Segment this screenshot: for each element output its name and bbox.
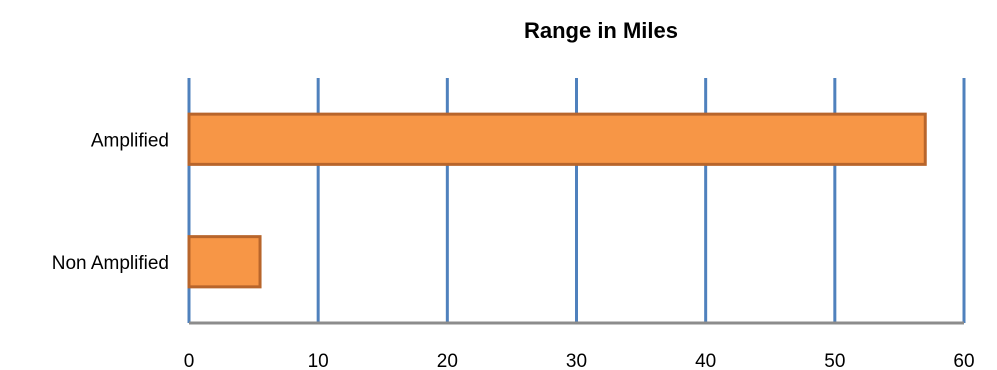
category-label-non-amplified: Non Amplified <box>52 253 169 274</box>
x-axis: 0 10 20 30 40 50 60 <box>184 321 975 370</box>
x-tick-label-20: 20 <box>437 351 458 370</box>
x-tick-label-0: 0 <box>184 351 195 370</box>
x-tick-label-50: 50 <box>824 351 845 370</box>
chart-title: Range in Miles <box>524 18 678 43</box>
bars <box>187 112 927 289</box>
x-tick-label-40: 40 <box>695 351 716 370</box>
x-tick-label-30: 30 <box>566 351 587 370</box>
category-labels: Amplified Non Amplified <box>52 130 169 274</box>
bar-amplified <box>187 112 927 166</box>
category-label-amplified: Amplified <box>91 130 169 151</box>
x-tick-label-10: 10 <box>308 351 329 370</box>
bar-non-amplified <box>187 235 262 289</box>
x-tick-label-60: 60 <box>953 351 974 370</box>
